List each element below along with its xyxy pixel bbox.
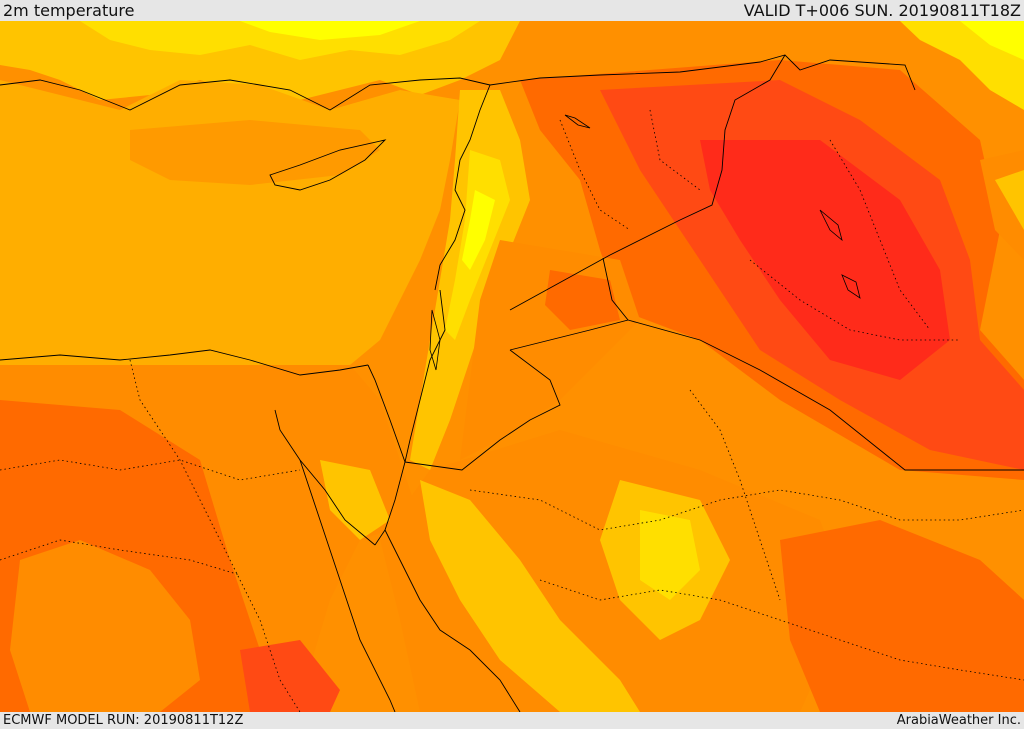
credit-label: ArabiaWeather Inc.	[896, 713, 1021, 728]
model-run-label: ECMWF MODEL RUN: 20190811T12Z	[3, 713, 244, 728]
temp-zone-east-arabia	[780, 520, 1024, 712]
temp-zone-hejaz	[420, 480, 640, 712]
temp-zone-jordan-hot	[545, 270, 620, 330]
temp-zone-zagros-cool	[995, 170, 1024, 230]
temp-zone-northeast-cool	[960, 21, 1024, 60]
map-footer: ECMWF MODEL RUN: 20190811T12Z ArabiaWeat…	[0, 712, 1024, 729]
temp-zone-cyprus	[130, 120, 380, 185]
valid-time: VALID T+006 SUN. 20190811T18Z	[743, 1, 1021, 20]
temp-zone-iraq-hottest	[700, 140, 950, 380]
temp-zone-egypt-mid	[10, 540, 200, 712]
map-header: 2m temperature VALID T+006 SUN. 20190811…	[0, 0, 1024, 21]
regional-borders	[0, 109, 1024, 712]
temp-zone-levant-coolest	[462, 190, 495, 270]
lakes	[429, 114, 861, 371]
temp-zone-sinai	[320, 460, 390, 540]
temp-zone-egypt-south-hot	[240, 640, 340, 712]
temp-zone-nejd-cool	[640, 510, 700, 600]
temp-zone-north-coolest	[240, 21, 420, 40]
map-title: 2m temperature	[3, 1, 135, 20]
temperature-map	[0, 21, 1024, 712]
country-borders	[0, 54, 1024, 712]
map-canvas	[0, 21, 1024, 712]
